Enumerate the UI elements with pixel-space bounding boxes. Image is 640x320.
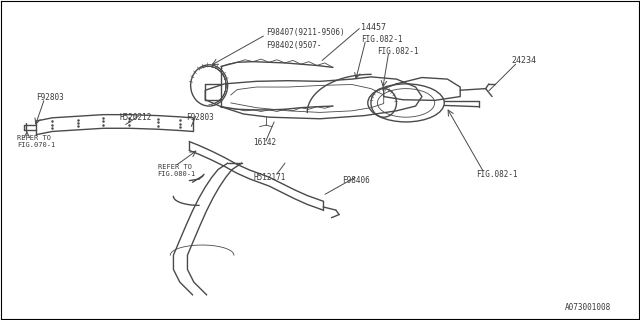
Text: F92803: F92803	[186, 113, 214, 122]
Text: H520212: H520212	[119, 113, 152, 122]
Text: F98406: F98406	[342, 177, 370, 186]
Text: 14457: 14457	[362, 23, 387, 32]
Text: H512171: H512171	[253, 173, 285, 182]
Text: F98407(9211-9506): F98407(9211-9506)	[266, 28, 344, 37]
Text: F98402(9507-: F98402(9507-	[266, 41, 321, 50]
Text: A073001008: A073001008	[565, 303, 612, 312]
Text: F92803: F92803	[36, 93, 64, 102]
Text: FIG.082-1: FIG.082-1	[362, 35, 403, 44]
Text: 24234: 24234	[511, 56, 536, 65]
Text: FIG.082-1: FIG.082-1	[476, 170, 518, 179]
Text: REFER TO
FIG.080-1: REFER TO FIG.080-1	[157, 164, 196, 177]
Text: REFER TO
FIG.070-1: REFER TO FIG.070-1	[17, 135, 56, 148]
Text: 16142: 16142	[253, 139, 276, 148]
Text: FIG.082-1: FIG.082-1	[378, 47, 419, 56]
